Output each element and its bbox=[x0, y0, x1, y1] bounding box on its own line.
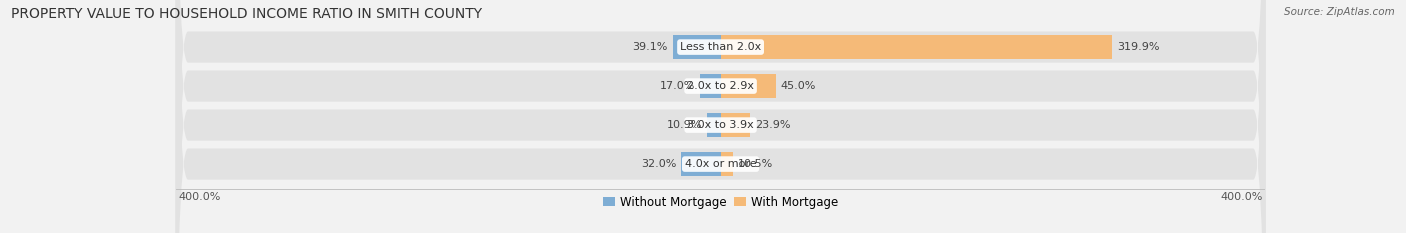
FancyBboxPatch shape bbox=[176, 0, 1265, 233]
Bar bbox=[721, 113, 749, 137]
Text: 400.0%: 400.0% bbox=[1220, 192, 1263, 202]
Bar bbox=[700, 74, 721, 98]
FancyBboxPatch shape bbox=[176, 0, 1265, 233]
Text: Source: ZipAtlas.com: Source: ZipAtlas.com bbox=[1284, 7, 1395, 17]
Bar bbox=[721, 35, 1112, 59]
Bar bbox=[721, 152, 734, 176]
Text: PROPERTY VALUE TO HOUSEHOLD INCOME RATIO IN SMITH COUNTY: PROPERTY VALUE TO HOUSEHOLD INCOME RATIO… bbox=[11, 7, 482, 21]
FancyBboxPatch shape bbox=[176, 0, 1265, 233]
Bar bbox=[721, 74, 776, 98]
FancyBboxPatch shape bbox=[176, 0, 1265, 233]
Text: 3.0x to 3.9x: 3.0x to 3.9x bbox=[688, 120, 754, 130]
Bar bbox=[707, 113, 721, 137]
Text: 10.5%: 10.5% bbox=[738, 159, 773, 169]
Text: 2.0x to 2.9x: 2.0x to 2.9x bbox=[688, 81, 754, 91]
Text: 39.1%: 39.1% bbox=[633, 42, 668, 52]
Text: 319.9%: 319.9% bbox=[1118, 42, 1160, 52]
Text: 32.0%: 32.0% bbox=[641, 159, 676, 169]
Text: Less than 2.0x: Less than 2.0x bbox=[681, 42, 761, 52]
Text: 4.0x or more: 4.0x or more bbox=[685, 159, 756, 169]
Bar bbox=[672, 35, 721, 59]
Text: 400.0%: 400.0% bbox=[179, 192, 221, 202]
Text: 17.0%: 17.0% bbox=[659, 81, 695, 91]
Text: 23.9%: 23.9% bbox=[755, 120, 790, 130]
Text: 45.0%: 45.0% bbox=[780, 81, 815, 91]
Bar bbox=[682, 152, 721, 176]
Legend: Without Mortgage, With Mortgage: Without Mortgage, With Mortgage bbox=[603, 196, 838, 209]
Text: 10.9%: 10.9% bbox=[666, 120, 703, 130]
